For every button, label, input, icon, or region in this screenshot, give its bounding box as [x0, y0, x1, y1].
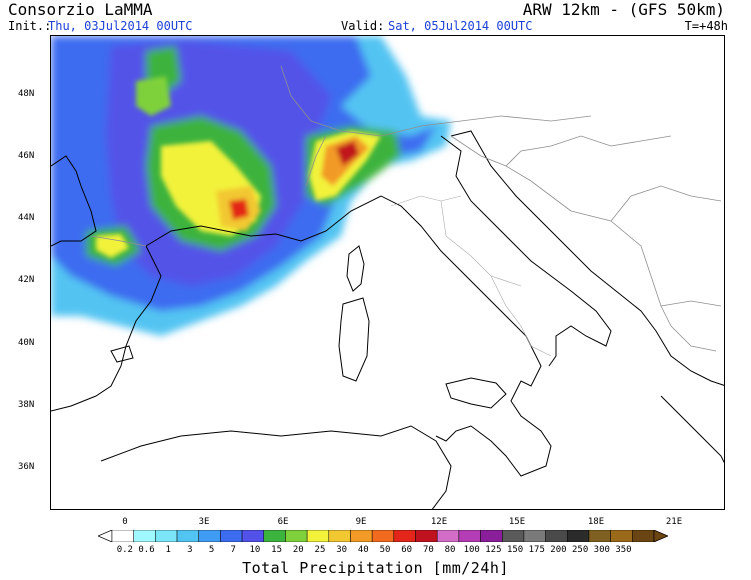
colorbar-level-label: 0.6 — [138, 545, 155, 555]
lat-label: 42N — [18, 275, 35, 285]
lon-label: 21E — [665, 517, 683, 527]
lat-label: 44N — [18, 213, 35, 223]
coast-africa — [100, 425, 452, 509]
region-borders — [390, 195, 552, 357]
coastlines — [51, 130, 724, 509]
colorbar-bin — [545, 530, 568, 542]
colorbar-bin — [263, 530, 286, 542]
colorbar-bin — [285, 530, 308, 542]
colorbar-level-label: 7 — [230, 545, 236, 555]
colorbar-level-label: 350 — [615, 545, 632, 555]
colorbar-level-label: 3 — [187, 545, 193, 555]
colorbar-level-label: 10 — [249, 545, 261, 555]
colorbar-bin — [458, 530, 481, 542]
colorbar-bin — [371, 530, 395, 542]
colorbar-bin — [436, 530, 460, 542]
lead-time: T=+48h — [684, 19, 728, 33]
run-info-row: Init.: Thu, 03Jul2014 00UTC Valid: Sat, … — [8, 19, 728, 35]
colorbar-bin — [198, 530, 221, 542]
lon-label: 15E — [508, 517, 526, 527]
coast-adriatic-it — [440, 135, 612, 367]
colorbar-level-label: 30 — [336, 545, 348, 555]
precipitation-core — [96, 76, 381, 258]
colorbar-bin — [176, 530, 199, 542]
colorbar-level-label: 150 — [506, 545, 524, 555]
colorbar-bin — [523, 530, 546, 542]
org-title: Consorzio LaMMA — [8, 0, 153, 19]
colorbar-bin — [306, 530, 330, 542]
colorbar-level-label: 50 — [379, 545, 391, 555]
colorbar-bin — [350, 530, 373, 542]
valid-label: Valid: — [341, 19, 385, 33]
lon-label: 12E — [430, 517, 448, 527]
lon-label: 3E — [198, 517, 210, 527]
lon-label: 9E — [355, 517, 367, 527]
colorbar-level-label: 5 — [208, 545, 215, 555]
colorbar-bin — [155, 530, 178, 542]
colorbar-level-label: 100 — [463, 545, 480, 555]
init-value: Thu, 03Jul2014 00UTC — [48, 19, 193, 33]
colorbar-level-label: 60 — [401, 545, 413, 555]
colorbar-bin — [480, 530, 503, 542]
colorbar-bin — [111, 530, 134, 542]
colorbar-level-label: 15 — [271, 545, 283, 555]
map-canvas — [51, 36, 724, 509]
colorbar-max-arrow — [653, 530, 668, 542]
island-balearic — [110, 345, 134, 363]
coast-greece — [660, 395, 724, 464]
colorbar-level-label: 175 — [528, 545, 545, 555]
colorbar-bin — [415, 530, 438, 542]
colorbar-level-label: 20 — [292, 545, 304, 555]
colorbar-bin — [610, 530, 633, 542]
lon-label: 18E — [587, 517, 605, 527]
lon-label: 0 — [122, 517, 128, 527]
lat-label: 46N — [18, 151, 35, 161]
lat-label: 36N — [18, 462, 35, 472]
colorbar-level-label: 250 — [571, 545, 589, 555]
colorbar-level-label: 25 — [314, 545, 326, 555]
colorbar-level-label: 125 — [485, 545, 502, 555]
island-corsica — [346, 245, 365, 292]
coast-france-spain — [51, 155, 97, 247]
country-borders — [90, 65, 722, 352]
colorbar-bin — [501, 530, 525, 542]
colorbar-min-arrow — [98, 530, 113, 542]
valid-value: Sat, 05Jul2014 00UTC — [388, 19, 533, 33]
colorbar-bin — [241, 530, 265, 542]
colorbar-bin — [588, 530, 611, 542]
coast-spain-east — [51, 245, 162, 412]
colorbar-level-label: 40 — [357, 545, 369, 555]
lat-label: 38N — [18, 400, 35, 410]
coast-med-west — [145, 195, 552, 477]
coast-adriatic-east — [450, 130, 724, 386]
colorbar-level-label: 200 — [550, 545, 567, 555]
colorbar-bin — [220, 530, 243, 542]
colorbar-level-label: 300 — [593, 545, 610, 555]
lat-label: 40N — [18, 338, 35, 348]
colorbar-bin — [328, 530, 351, 542]
colorbar-level-label: 70 — [422, 545, 434, 555]
legend-title: Total Precipitation [mm/24h] — [242, 559, 509, 577]
colorbar-bin — [632, 530, 655, 542]
colorbar-bin — [393, 530, 416, 542]
island-sardinia — [338, 297, 370, 382]
lon-label: 6E — [277, 517, 289, 527]
colorbar-bin — [567, 530, 590, 542]
lat-label: 48N — [18, 89, 35, 99]
colorbar-level-label: 80 — [444, 545, 456, 555]
model-title: ARW 12km - (GFS 50km) — [522, 0, 725, 19]
precipitation-map — [50, 35, 725, 510]
colorbar-level-label: 1 — [165, 545, 171, 555]
legend-colorbar — [98, 530, 668, 542]
colorbar-level-label: 0.2 — [116, 545, 133, 555]
island-sicily — [445, 377, 507, 409]
colorbar-bin — [133, 530, 156, 542]
init-label: Init.: — [8, 19, 52, 33]
